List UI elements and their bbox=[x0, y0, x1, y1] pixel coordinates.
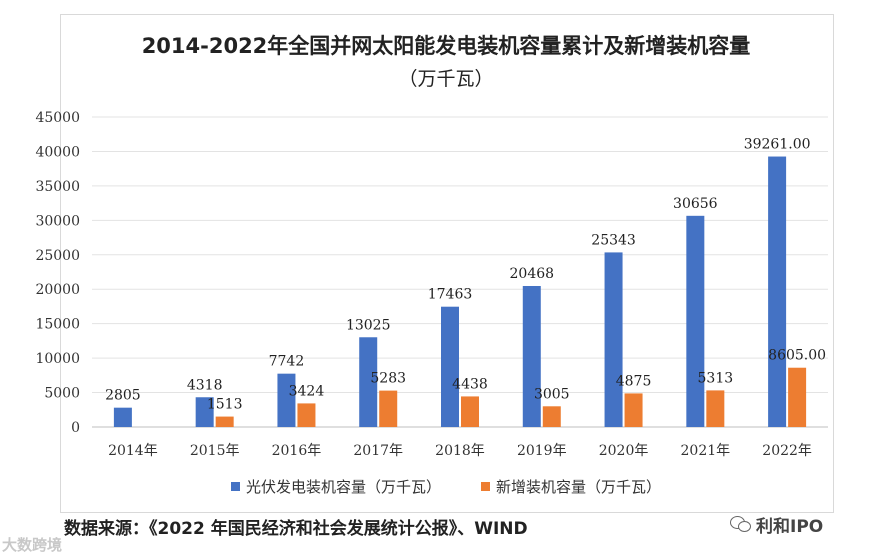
y-tick-label: 10000 bbox=[35, 351, 80, 367]
x-tick-label: 2021年 bbox=[681, 443, 731, 459]
data-label-series-2: 4875 bbox=[616, 373, 652, 389]
bar-series-1 bbox=[686, 215, 705, 427]
legend: 光伏发电装机容量（万千瓦） 新增装机容量（万千瓦） bbox=[60, 476, 832, 497]
source-note: 数据来源：《2022 年国民经济和社会发展统计公报》、WIND bbox=[64, 519, 528, 539]
bar-series-2 bbox=[215, 416, 234, 427]
legend-swatch-series-2 bbox=[481, 482, 490, 491]
chart-subtitle: （万千瓦） bbox=[398, 68, 494, 90]
legend-swatch-series-1 bbox=[230, 482, 240, 491]
chart-title: 2014-2022年全国并网太阳能发电装机容量累计及新增装机容量 bbox=[141, 34, 751, 58]
bar-series-2 bbox=[542, 406, 561, 427]
data-label-series-2: 8605.00 bbox=[768, 348, 826, 364]
watermark-right-text: 利和IPO bbox=[756, 517, 824, 537]
chart-frame bbox=[60, 14, 834, 513]
y-tick-label: 0 bbox=[71, 420, 80, 436]
x-tick-label: 2016年 bbox=[272, 443, 322, 459]
bar-series-1 bbox=[113, 407, 132, 427]
bar-series-2 bbox=[624, 393, 643, 427]
y-tick-label: 35000 bbox=[35, 179, 80, 195]
bar-series-2 bbox=[461, 396, 479, 427]
bar-series-1 bbox=[768, 156, 787, 427]
y-tick-label: 15000 bbox=[35, 317, 80, 333]
legend-label-series-1: 光伏发电装机容量（万千瓦） bbox=[245, 478, 441, 496]
bar-series-2 bbox=[379, 390, 398, 427]
bar-series-1 bbox=[441, 306, 459, 427]
y-tick-label: 25000 bbox=[35, 248, 80, 264]
data-label-series-1: 2805 bbox=[105, 388, 141, 404]
bar-series-1 bbox=[522, 285, 541, 427]
x-tick-label: 2014年 bbox=[108, 443, 158, 459]
legend-label-series-2: 新增装机容量（万千瓦） bbox=[496, 478, 662, 496]
x-tick-label: 2022年 bbox=[762, 443, 812, 459]
wechat-icon bbox=[730, 515, 752, 534]
data-label-series-2: 5283 bbox=[370, 371, 406, 387]
x-tick-label: 2018年 bbox=[435, 443, 485, 459]
data-label-series-2: 1513 bbox=[207, 397, 243, 413]
bar-series-2 bbox=[706, 390, 725, 427]
y-tick-label: 20000 bbox=[35, 282, 80, 298]
y-tick-label: 45000 bbox=[35, 110, 80, 126]
data-label-series-1: 25343 bbox=[591, 232, 636, 248]
y-tick-label: 40000 bbox=[35, 144, 80, 160]
data-label-series-1: 13025 bbox=[346, 317, 391, 333]
x-tick-label: 2017年 bbox=[353, 443, 403, 459]
y-tick-label: 30000 bbox=[35, 213, 80, 229]
data-label-series-2: 3005 bbox=[534, 386, 570, 402]
data-label-series-1: 30656 bbox=[673, 196, 718, 212]
bar-series-1 bbox=[195, 397, 214, 427]
data-label-series-1: 39261.00 bbox=[744, 137, 811, 153]
data-label-series-2: 3424 bbox=[289, 383, 325, 399]
watermark-left: 大数跨境 bbox=[2, 536, 63, 554]
y-tick-label: 5000 bbox=[44, 386, 80, 402]
bar-series-1 bbox=[359, 337, 378, 427]
bar-series-2 bbox=[788, 367, 807, 427]
x-tick-label: 2019年 bbox=[517, 443, 567, 459]
x-tick-label: 2015年 bbox=[190, 443, 240, 459]
x-tick-label: 2020年 bbox=[599, 443, 649, 459]
bar-series-1 bbox=[604, 252, 623, 427]
data-label-series-1: 20468 bbox=[510, 266, 555, 282]
data-label-series-1: 7742 bbox=[269, 354, 305, 370]
legend-item-series-2: 新增装机容量（万千瓦） bbox=[481, 476, 661, 497]
bar-series-2 bbox=[297, 403, 316, 427]
data-label-series-2: 4438 bbox=[452, 376, 488, 392]
legend-item-series-1: 光伏发电装机容量（万千瓦） bbox=[230, 476, 441, 497]
bar-series-1 bbox=[277, 373, 296, 427]
watermark-right: 利和IPO bbox=[730, 512, 823, 537]
data-label-series-2: 5313 bbox=[698, 370, 734, 386]
data-label-series-1: 4318 bbox=[187, 377, 223, 393]
data-label-series-1: 17463 bbox=[428, 287, 473, 303]
